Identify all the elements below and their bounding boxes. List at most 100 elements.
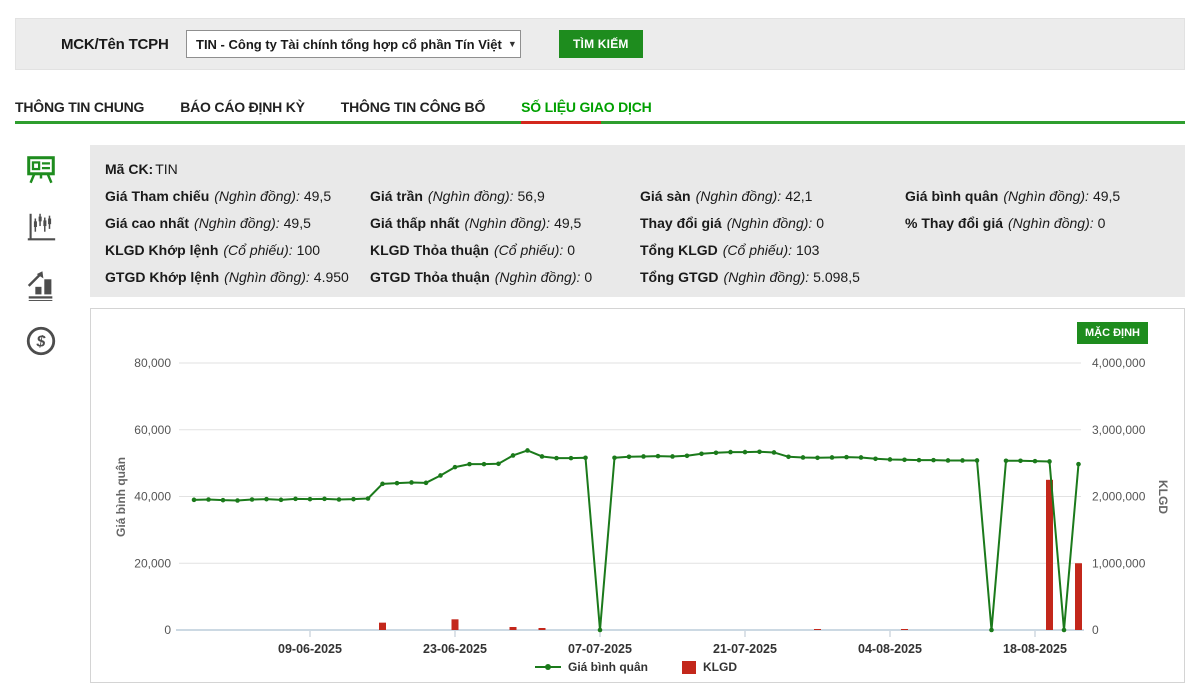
field-value: 4.950 bbox=[313, 269, 349, 285]
field-gia-thap-nhat: Giá thấp nhất (Nghìn đồng): 49,5 bbox=[370, 210, 640, 237]
svg-text:80,000: 80,000 bbox=[134, 356, 171, 370]
field-gia-cao-nhat: Giá cao nhất (Nghìn đồng): 49,5 bbox=[105, 210, 370, 237]
legend-item-volume[interactable]: KLGD bbox=[682, 660, 737, 674]
svg-text:4,000,000: 4,000,000 bbox=[1092, 356, 1146, 370]
svg-text:3,000,000: 3,000,000 bbox=[1092, 423, 1146, 437]
field-klgd-khop-lenh: KLGD Khớp lệnh (Cổ phiếu): 100 bbox=[105, 237, 370, 264]
field-unit: (Cổ phiếu): bbox=[722, 242, 793, 258]
field-label: Mã CK: bbox=[105, 161, 154, 177]
field-gtgd-thoa-thuan: GTGD Thỏa thuận (Nghìn đồng): 0 bbox=[370, 264, 640, 291]
search-button[interactable]: TÌM KIẾM bbox=[559, 30, 643, 58]
tab-thong-tin-cong-bo[interactable]: THÔNG TIN CÔNG BỐ bbox=[340, 99, 486, 115]
field-label: Giá sàn bbox=[640, 188, 691, 204]
field-gia-binh-quan: Giá bình quân (Nghìn đồng): 49,5 bbox=[905, 183, 1185, 210]
field-tong-klgd: Tổng KLGD (Cổ phiếu): 103 bbox=[640, 237, 905, 264]
field-value: 5.098,5 bbox=[813, 269, 860, 285]
field-value: 49,5 bbox=[303, 188, 332, 204]
field-ma-ck: Mã CK: TIN bbox=[105, 156, 1185, 183]
field-value: 42,1 bbox=[785, 188, 813, 204]
field-value: 0 bbox=[567, 242, 576, 258]
field-label: Thay đổi giá bbox=[640, 215, 722, 231]
price-volume-chart[interactable]: 0 20,000 40,000 60,000 80,000 0 1,000,000 2,000… bbox=[91, 309, 1184, 682]
field-label: Giá bình quân bbox=[905, 188, 999, 204]
svg-text:23-06-2025: 23-06-2025 bbox=[423, 642, 487, 656]
trading-summary-panel: Mã CK: TIN Giá Tham chiếu (Nghìn đồng): 49,… bbox=[90, 145, 1185, 297]
field-unit: (Nghìn đồng): bbox=[214, 188, 300, 204]
field-value: TIN bbox=[155, 161, 178, 177]
field-unit: (Nghìn đồng): bbox=[464, 215, 551, 231]
issuer-select-value: TIN - Công ty Tài chính tổng hợp cổ phần… bbox=[196, 36, 502, 52]
search-bar: MCK/Tên TCPH TIN - Công ty Tài chính tổn… bbox=[15, 18, 1185, 70]
svg-text:60,000: 60,000 bbox=[134, 423, 171, 437]
chart-type-rail: $ bbox=[24, 153, 58, 358]
volume-swatch-icon bbox=[682, 660, 696, 674]
field-gia-tham-chieu: Giá Tham chiếu (Nghìn đồng): 49,5 bbox=[105, 183, 370, 210]
field-unit: (Nghìn đồng): bbox=[726, 215, 813, 231]
field-unit: (Nghìn đồng): bbox=[723, 269, 810, 285]
field-label: Giá trần bbox=[370, 188, 423, 204]
field-unit: (Nghìn đồng): bbox=[1003, 188, 1089, 204]
field-value: 100 bbox=[296, 242, 321, 258]
tab-bar: THÔNG TIN CHUNG BÁO CÁO ĐỊNH KỲ THÔNG TI… bbox=[15, 96, 1185, 124]
svg-text:20,000: 20,000 bbox=[134, 556, 171, 570]
field-value: 0 bbox=[816, 215, 825, 231]
svg-text:07-07-2025: 07-07-2025 bbox=[568, 642, 632, 656]
search-label: MCK/Tên TCPH bbox=[61, 35, 169, 53]
field-label: KLGD Khớp lệnh bbox=[105, 242, 219, 258]
field-value: 0 bbox=[1097, 215, 1106, 231]
field-thay-doi-gia: Thay đổi giá (Nghìn đồng): 0 bbox=[640, 210, 905, 237]
field-unit: (Cổ phiếu): bbox=[223, 242, 293, 258]
field-value: 56,9 bbox=[517, 188, 545, 204]
tab-so-lieu-giao-dich[interactable]: SỐ LIỆU GIAO DỊCH bbox=[521, 96, 652, 124]
field-unit: (Nghìn đồng): bbox=[427, 188, 514, 204]
field-value: 103 bbox=[796, 242, 820, 258]
field-unit: (Nghìn đồng): bbox=[695, 188, 782, 204]
field-label: KLGD Thỏa thuận bbox=[370, 242, 489, 258]
dollar-coin-icon[interactable]: $ bbox=[24, 324, 58, 358]
field-label: Giá cao nhất bbox=[105, 215, 190, 231]
presentation-board-icon[interactable] bbox=[24, 153, 58, 187]
svg-text:2,000,000: 2,000,000 bbox=[1092, 490, 1146, 504]
field-value: 49,5 bbox=[1092, 188, 1121, 204]
tab-thong-tin-chung[interactable]: THÔNG TIN CHUNG bbox=[15, 99, 145, 115]
legend-label-price: Giá bình quân bbox=[568, 660, 648, 674]
chart-legend: Giá bình quân KLGD bbox=[191, 660, 1081, 674]
field-label: GTGD Khớp lệnh bbox=[105, 269, 220, 285]
field-klgd-thoa-thuan: KLGD Thỏa thuận (Cổ phiếu): 0 bbox=[370, 237, 640, 264]
field-gia-tran: Giá trần (Nghìn đồng): 56,9 bbox=[370, 183, 640, 210]
field-label: Tổng GTGD bbox=[640, 269, 719, 285]
candlestick-chart-icon[interactable] bbox=[24, 210, 58, 244]
svg-text:1,000,000: 1,000,000 bbox=[1092, 556, 1146, 570]
field-unit: (Cổ phiếu): bbox=[494, 242, 564, 258]
left-axis-title: Giá bình quân bbox=[114, 457, 128, 537]
tab-bao-cao-dinh-ky[interactable]: BÁO CÁO ĐỊNH KỲ bbox=[180, 99, 305, 115]
legend-label-volume: KLGD bbox=[703, 660, 737, 674]
svg-text:09-06-2025: 09-06-2025 bbox=[278, 642, 342, 656]
field-label: Giá thấp nhất bbox=[370, 215, 460, 231]
issuer-select[interactable]: TIN - Công ty Tài chính tổng hợp cổ phần… bbox=[186, 30, 521, 58]
svg-text:21-07-2025: 21-07-2025 bbox=[713, 642, 777, 656]
field-label: % Thay đổi giá bbox=[905, 215, 1004, 231]
field-unit: (Nghìn đồng): bbox=[224, 269, 310, 285]
legend-item-price[interactable]: Giá bình quân bbox=[535, 660, 648, 674]
field-value: 49,5 bbox=[554, 215, 582, 231]
field-unit: (Nghìn đồng): bbox=[194, 215, 280, 231]
field-label: Tổng KLGD bbox=[640, 242, 718, 258]
svg-text:$: $ bbox=[36, 333, 47, 351]
field-gia-san: Giá sàn (Nghìn đồng): 42,1 bbox=[640, 183, 905, 210]
svg-text:0: 0 bbox=[164, 623, 171, 637]
default-button[interactable]: MẶC ĐỊNH bbox=[1077, 322, 1148, 344]
field-pct-thay-doi-gia: % Thay đổi giá (Nghìn đồng): 0 bbox=[905, 210, 1185, 237]
bar-chart-growth-icon[interactable] bbox=[24, 267, 58, 301]
field-value: 0 bbox=[584, 269, 593, 285]
line-marker-icon bbox=[535, 664, 561, 670]
field-gtgd-khop-lenh: GTGD Khớp lệnh (Nghìn đồng): 4.950 bbox=[105, 264, 370, 291]
svg-text:0: 0 bbox=[1092, 623, 1099, 637]
field-label: Giá Tham chiếu bbox=[105, 188, 210, 204]
field-unit: (Nghìn đồng): bbox=[1008, 215, 1094, 231]
right-axis-title: KLGD bbox=[1156, 480, 1170, 514]
field-label: GTGD Thỏa thuận bbox=[370, 269, 490, 285]
price-volume-chart-panel: 0 20,000 40,000 60,000 80,000 0 1,000,000 2,000… bbox=[90, 308, 1185, 683]
field-value: 49,5 bbox=[283, 215, 311, 231]
